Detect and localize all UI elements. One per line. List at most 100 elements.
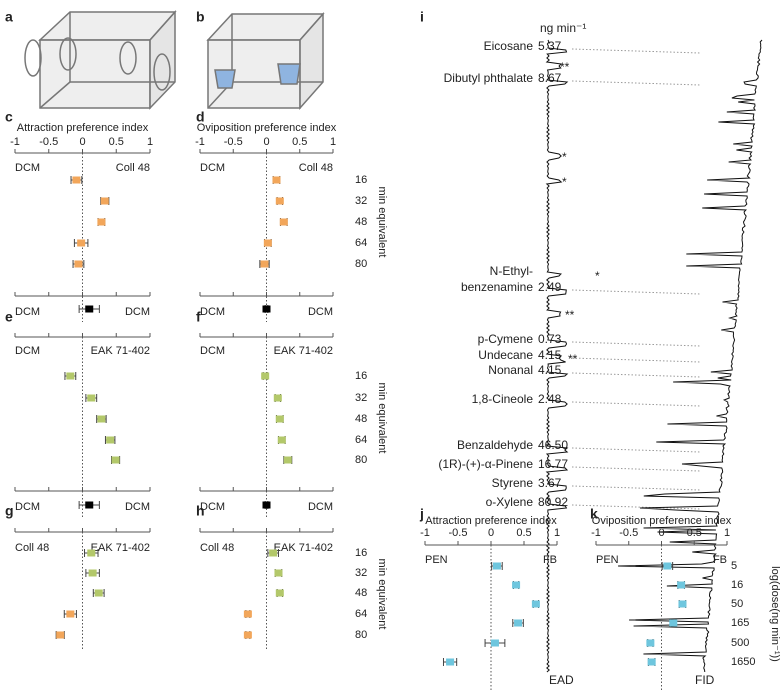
panel-label: j	[419, 506, 424, 522]
compound-amount: 8.67	[538, 71, 562, 85]
panel-label: d	[196, 109, 205, 125]
right-label: DCM	[125, 306, 150, 318]
left-label: DCM	[200, 162, 225, 174]
compound-name: Eicosane	[484, 39, 534, 53]
x-tick-label: -1	[420, 527, 430, 539]
compound-name: Undecane	[478, 348, 533, 362]
category-label: 32	[355, 567, 367, 579]
connector	[571, 372, 701, 378]
compound-amount: 2.48	[538, 392, 562, 406]
compound-name: Nonanal	[488, 363, 533, 377]
compound-name: Styrene	[492, 476, 534, 490]
panel-label: a	[5, 9, 13, 25]
connector	[571, 466, 701, 472]
x-tick-label: 1	[330, 136, 336, 148]
point	[677, 581, 686, 589]
compound-amount: 46.50	[538, 438, 568, 452]
point	[279, 218, 288, 226]
x-tick-label: -0.5	[39, 136, 58, 148]
right-label: Coll 48	[299, 162, 333, 174]
right-label: EAK 71-402	[91, 542, 150, 554]
x-tick-label: 0.5	[516, 527, 531, 539]
compound-amount: 3.67	[538, 476, 562, 490]
left-label: Coll 48	[15, 542, 49, 554]
point	[283, 456, 292, 464]
unit-label: ng min⁻¹	[540, 21, 586, 35]
category-label: 32	[355, 392, 367, 404]
x-tick-label: 0	[79, 136, 85, 148]
compound-name: Benzaldehyde	[457, 438, 533, 452]
point	[243, 610, 252, 618]
compound-name: Dibutyl phthalate	[444, 71, 534, 85]
x-tick-label: 1	[724, 527, 730, 539]
right-label: FB	[713, 554, 727, 566]
point	[77, 239, 86, 247]
point	[88, 569, 97, 577]
annotation: *	[595, 269, 600, 283]
left-label: DCM	[15, 345, 40, 357]
compound-amount: 2.49	[538, 280, 562, 294]
category-axis-label: min equivalent	[376, 559, 388, 630]
point	[85, 305, 94, 313]
connector	[571, 48, 701, 54]
x-tick-label: 0	[658, 527, 664, 539]
category-axis-label: min equivalent	[376, 187, 388, 258]
point	[262, 501, 271, 509]
category-label: 32	[355, 195, 367, 207]
compound-name: (1R)-(+)-α-Pinene	[438, 457, 533, 471]
point	[72, 176, 81, 184]
point	[97, 415, 106, 423]
annotation: *	[562, 150, 567, 164]
x-tick-label: 1	[554, 527, 560, 539]
category-label: 1650	[731, 656, 755, 668]
point	[260, 260, 269, 268]
point	[274, 569, 283, 577]
compound-name: o-Xylene	[486, 495, 534, 509]
point	[85, 501, 94, 509]
category-label: 5	[731, 560, 737, 572]
axis-title: Attraction preference index	[425, 515, 557, 527]
panel-label: g	[5, 503, 14, 519]
compound-amount: 4.15	[538, 348, 562, 362]
x-tick-label: 0.5	[292, 136, 307, 148]
left-label: DCM	[15, 306, 40, 318]
category-label: 16	[731, 579, 743, 591]
panel-label: h	[196, 503, 205, 519]
annotation: **	[560, 60, 570, 74]
left-label: DCM	[15, 501, 40, 513]
point	[111, 456, 120, 464]
axis-title: Oviposition preference index	[592, 515, 732, 527]
point	[647, 658, 656, 666]
panel-label: f	[196, 309, 201, 325]
x-tick-label: 0	[263, 136, 269, 148]
point	[275, 415, 284, 423]
point	[492, 562, 501, 570]
point	[277, 436, 286, 444]
annotation: **	[568, 352, 578, 366]
point	[66, 372, 75, 380]
ead-trace	[545, 39, 569, 673]
x-tick-label: -1	[10, 136, 20, 148]
category-label: 48	[355, 587, 367, 599]
category-label: 16	[355, 547, 367, 559]
point	[512, 581, 521, 589]
chromatogram-panel: i ng min⁻¹ Eicosane 5.37 Dibutyl phthalate 8.…	[420, 9, 763, 687]
panel-label: i	[420, 9, 424, 25]
right-label: DCM	[125, 501, 150, 513]
point	[87, 394, 96, 402]
right-label: EAK 71-402	[274, 345, 333, 357]
category-label: 64	[355, 237, 367, 249]
point	[678, 600, 687, 608]
x-tick-label: -0.5	[224, 136, 243, 148]
axis-title: Oviposition preference index	[197, 122, 337, 134]
category-label: 50	[731, 598, 743, 610]
annotation: **	[565, 308, 575, 322]
compound-amount: 0.73	[538, 332, 562, 346]
left-label: PEN	[596, 554, 619, 566]
panel-label: c	[5, 109, 13, 125]
x-tick-label: -0.5	[619, 527, 638, 539]
category-label: 80	[355, 454, 367, 466]
point	[262, 305, 271, 313]
right-label: FB	[543, 554, 557, 566]
